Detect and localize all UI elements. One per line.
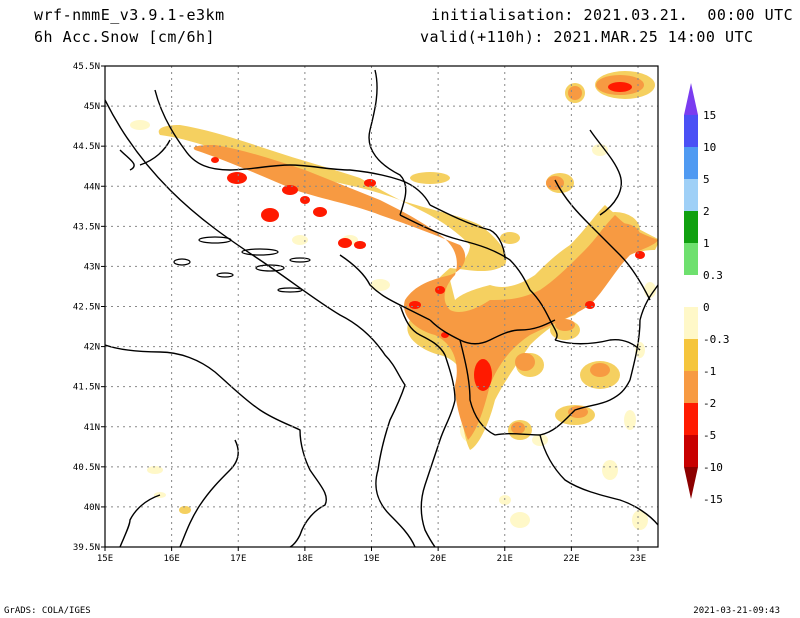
colorbar-label: 1 — [703, 237, 710, 250]
colorbar-segment — [684, 403, 698, 435]
lat-tick-label: 41.5N — [73, 383, 100, 393]
variable-title: 6h Acc.Snow [cm/6h] — [34, 28, 216, 46]
map-axes: 15E 16E 17E 18E 19E 20E 21E 22E 23E 45.5N 45N 44.5N… — [73, 62, 646, 564]
lat-tick-label: 40N — [84, 503, 100, 513]
lon-tick-label: 15E — [97, 554, 113, 564]
lon-tick-label: 19E — [363, 554, 379, 564]
lon-tick-label: 23E — [630, 554, 646, 564]
colorbar-segment — [684, 307, 698, 339]
lat-tick-label: 45N — [84, 102, 100, 112]
colorbar-bottom-arrow — [684, 467, 698, 499]
colorbar-segment — [684, 147, 698, 179]
colorbar-label: 2 — [703, 205, 710, 218]
lon-tick-label: 16E — [163, 554, 179, 564]
lat-tick-label: 42.5N — [73, 303, 100, 313]
colorbar-label: 0 — [703, 301, 710, 314]
colorbar-label: -15 — [703, 493, 723, 506]
colorbar-segment — [684, 371, 698, 403]
lat-tick-label: 42N — [84, 343, 100, 353]
graticule — [105, 66, 658, 547]
colorbar-label: -1 — [703, 365, 716, 378]
islands — [173, 236, 311, 293]
colorbar-segment — [684, 435, 698, 467]
lat-tick-label: 44.5N — [73, 142, 100, 152]
colorbar-label: 15 — [703, 109, 716, 122]
lat-tick-label: 44N — [84, 182, 100, 192]
colorbar-top-arrow — [684, 83, 698, 115]
lon-tick-label: 22E — [563, 554, 579, 564]
lat-tick-label: 41N — [84, 423, 100, 433]
colorbar-label: -10 — [703, 461, 723, 474]
lat-tick-label: 40.5N — [73, 463, 100, 473]
colorbar-label: 0.3 — [703, 269, 723, 282]
colorbar-segment — [684, 211, 698, 243]
colorbar-segment — [684, 179, 698, 211]
lon-tick-label: 18E — [297, 554, 313, 564]
lon-tick-label: 21E — [497, 554, 513, 564]
colorbar-label: 10 — [703, 141, 716, 154]
colorbar-segment — [684, 275, 698, 307]
initialisation-time: initialisation: 2021.03.21. 00:00 UTC — [431, 6, 794, 24]
colorbar-label: -0.3 — [703, 333, 730, 346]
colorbar: 15 10 5 2 1 0.3 0 -0.3 -1 -2 -5 -10 -15 — [684, 83, 730, 506]
lon-tick-label: 20E — [430, 554, 446, 564]
valid-time: valid(+110h): 2021.MAR.25 14:00 UTC — [420, 28, 754, 46]
colorbar-label: 5 — [703, 173, 710, 186]
lon-tick-label: 17E — [230, 554, 246, 564]
lat-tick-label: 43N — [84, 262, 100, 272]
lat-tick-label: 43.5N — [73, 222, 100, 232]
colorbar-segment — [684, 243, 698, 275]
lat-tick-label: 39.5N — [73, 543, 100, 553]
lat-tick-label: 45.5N — [73, 62, 100, 72]
snow-field — [130, 71, 658, 530]
footer-credit: GrADS: COLA/IGES — [4, 606, 91, 616]
colorbar-label: -5 — [703, 429, 716, 442]
colorbar-label: -2 — [703, 397, 716, 410]
colorbar-segment — [684, 115, 698, 147]
footer-timestamp: 2021-03-21-09:43 — [693, 606, 780, 616]
model-title: wrf-nmmE_v3.9.1-e3km — [34, 6, 225, 24]
coastlines-borders — [105, 69, 658, 547]
colorbar-segment — [684, 339, 698, 371]
